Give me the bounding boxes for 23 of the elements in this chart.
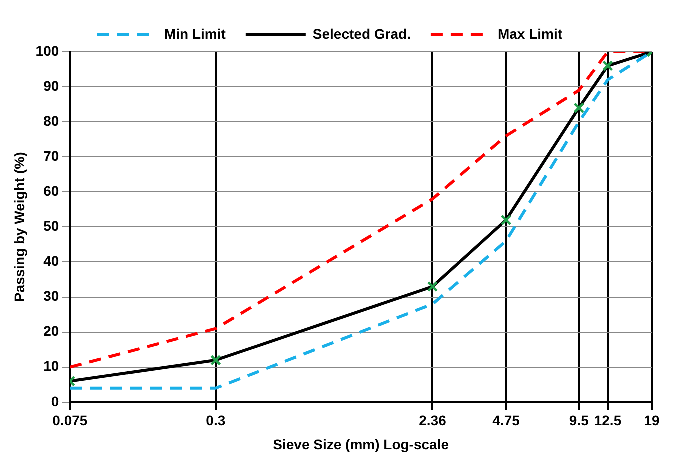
x-tick-label: 12.5 (594, 412, 622, 429)
y-tick-label: 100 (36, 42, 60, 59)
x-tick-label: 0.3 (206, 412, 226, 429)
y-tick-label: 60 (44, 183, 60, 200)
y-tick-label: 10 (44, 358, 60, 374)
legend-label: Max Limit (498, 26, 563, 42)
legend-label: Min Limit (164, 26, 226, 42)
x-tick-label: 0.075 (52, 412, 88, 429)
legend-label: Selected Grad. (312, 26, 411, 42)
y-tick-label: 20 (44, 323, 60, 340)
x-tick-label: 4.75 (492, 412, 520, 429)
y-tick-label: 40 (44, 253, 60, 270)
y-tick-label: 70 (44, 148, 60, 164)
x-tick-label: 19 (644, 412, 660, 429)
x-tick-label: 9.5 (569, 412, 590, 429)
y-tick-label: 0 (51, 393, 60, 410)
x-tick-label: 2.36 (419, 412, 447, 429)
y-tick-label: 90 (44, 78, 60, 94)
x-axis-title: Sieve Size (mm) Log-scale (273, 436, 450, 452)
y-axis-title: Passing by Weight (%) (11, 152, 28, 302)
y-tick-label: 30 (44, 288, 60, 304)
y-tick-label: 50 (44, 218, 60, 234)
y-tick-label: 80 (44, 112, 60, 129)
